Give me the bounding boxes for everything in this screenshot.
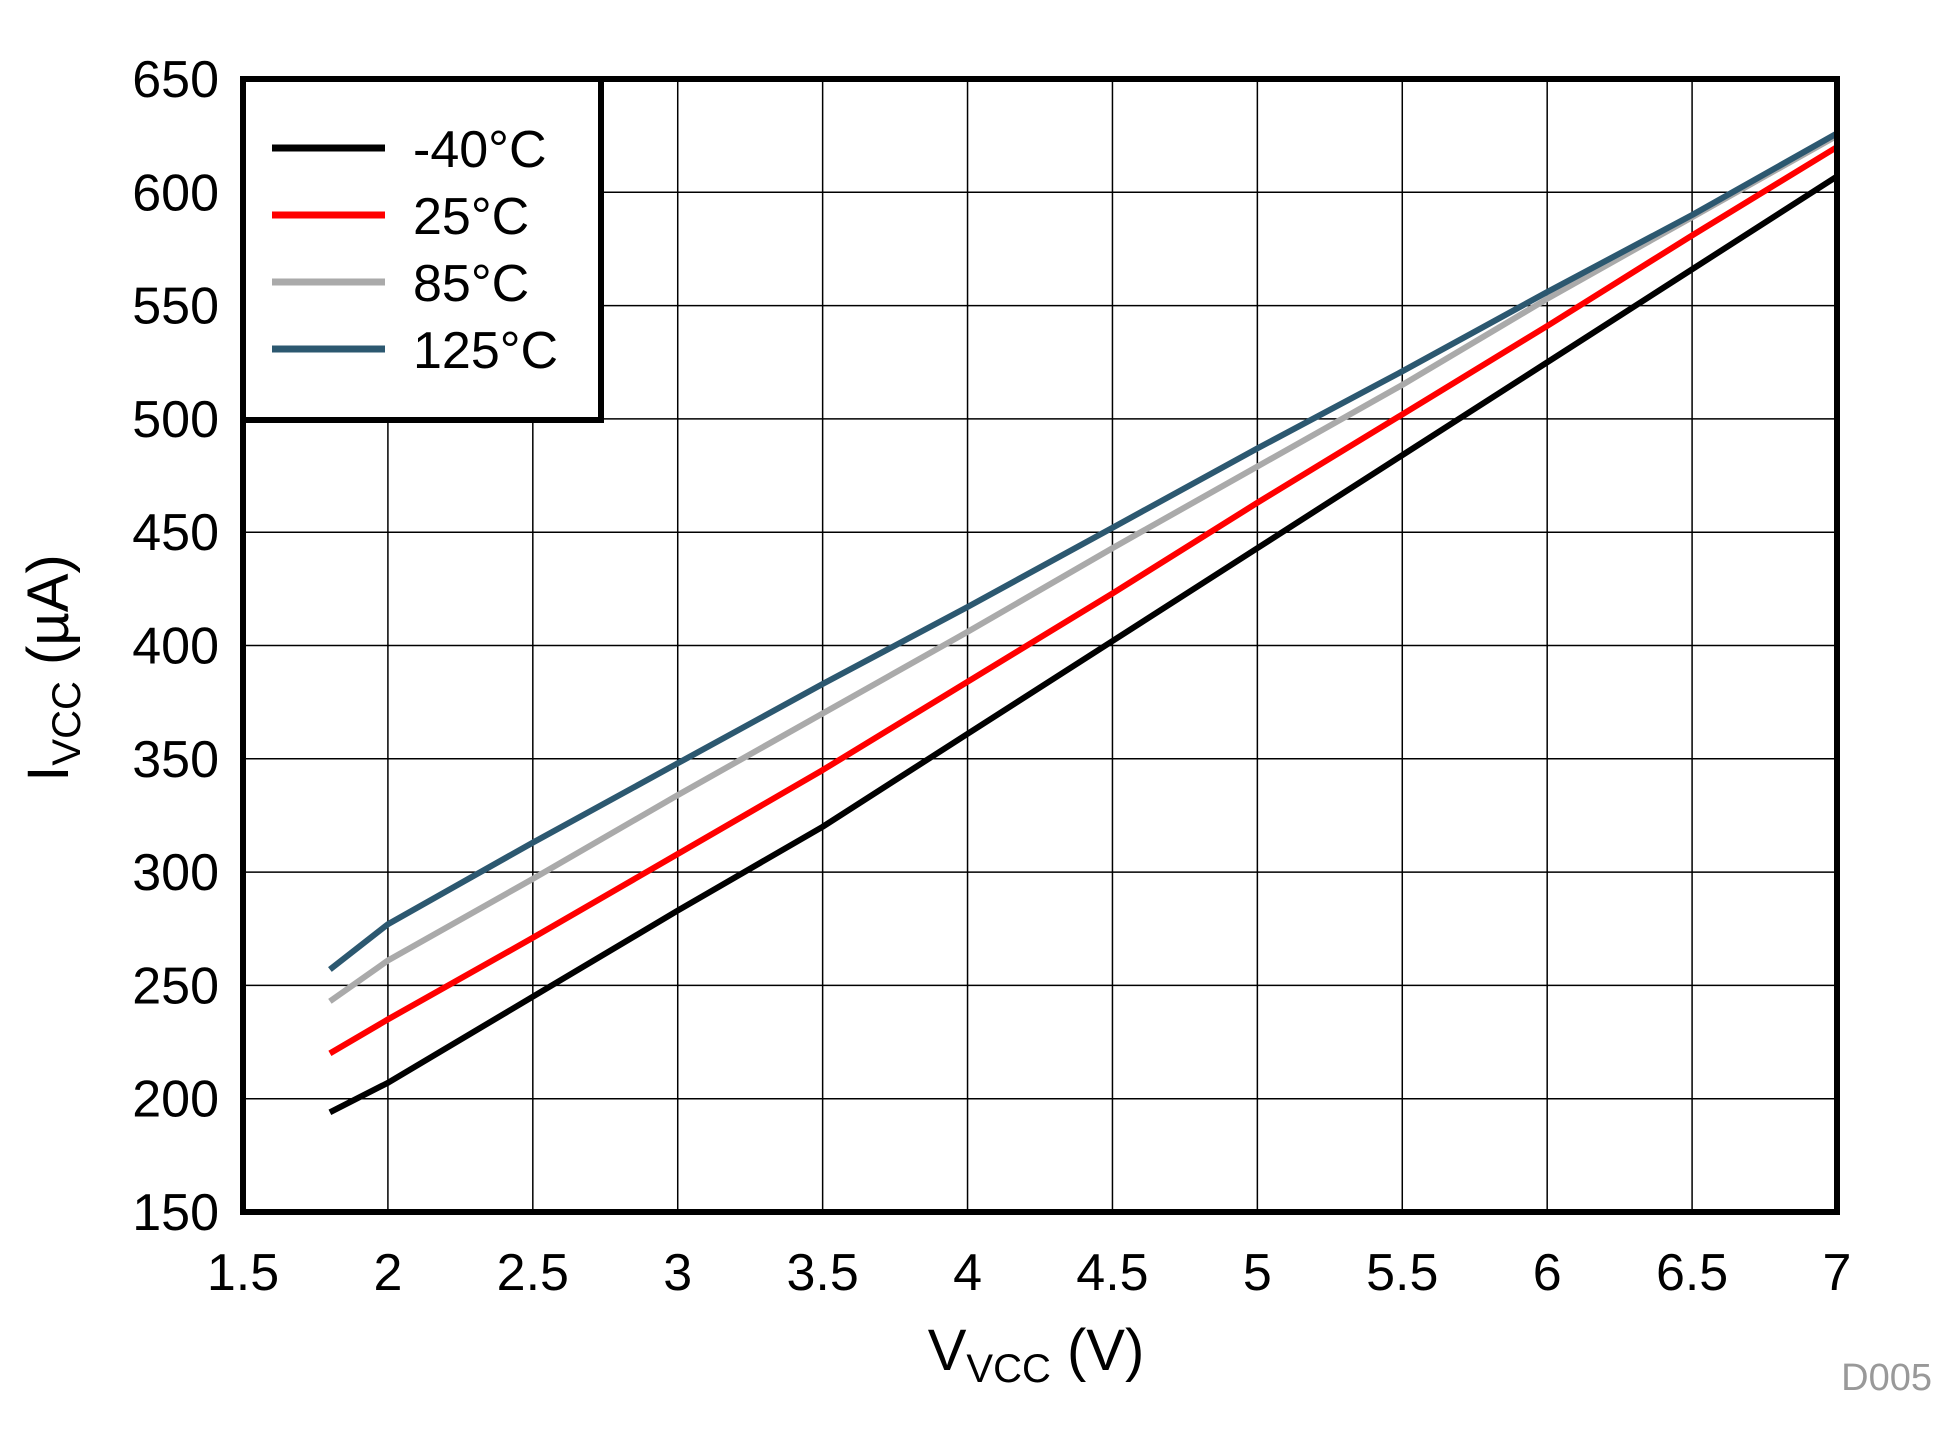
legend-label-0: -40°C xyxy=(413,121,547,179)
y-axis-title-main: I xyxy=(16,766,81,782)
x-tick-label: 1.5 xyxy=(207,1244,279,1302)
x-tick-label: 7 xyxy=(1823,1244,1852,1302)
x-axis-title-main: V xyxy=(928,1318,967,1383)
x-tick-label: 3 xyxy=(663,1244,692,1302)
x-tick-label: 5.5 xyxy=(1366,1244,1438,1302)
x-axis-title-sub: VCC xyxy=(966,1347,1050,1391)
y-axis-tick-labels: 150 200 250 300 350 400 450 500 550 600 650 xyxy=(132,51,219,1242)
x-tick-label: 4.5 xyxy=(1076,1244,1148,1302)
y-tick-label: 500 xyxy=(132,391,219,449)
plot-frame xyxy=(240,76,1840,1215)
series-line-1 xyxy=(328,144,1839,1056)
y-tick-label: 600 xyxy=(132,164,219,222)
y-tick-label: 200 xyxy=(132,1071,219,1129)
x-axis-title-unit: (V) xyxy=(1051,1318,1144,1383)
x-axis-tick-labels: 1.5 2 2.5 3 3.5 4 4.5 5 5.5 6 6.5 7 xyxy=(207,1244,1852,1302)
y-tick-label: 400 xyxy=(132,618,219,676)
y-tick-label: 250 xyxy=(132,957,219,1015)
legend-box xyxy=(240,76,604,423)
x-axis-title: VVCC (V) xyxy=(928,1318,1145,1391)
legend: -40°C 25°C 85°C 125°C xyxy=(240,76,604,423)
series-lines xyxy=(328,130,1839,1115)
y-axis-title: IVCC (µA) xyxy=(16,554,89,781)
y-axis-title-sub: VCC xyxy=(45,681,89,765)
series-line-0 xyxy=(328,173,1839,1115)
series-line-2 xyxy=(328,133,1839,1004)
y-tick-label: 150 xyxy=(132,1184,219,1242)
y-tick-label: 350 xyxy=(132,731,219,789)
x-tick-label: 3.5 xyxy=(786,1244,858,1302)
y-tick-label: 300 xyxy=(132,844,219,902)
y-tick-label: 550 xyxy=(132,278,219,336)
x-tick-label: 2 xyxy=(373,1244,402,1302)
legend-label-1: 25°C xyxy=(413,188,529,246)
x-tick-label: 6.5 xyxy=(1656,1244,1728,1302)
x-tick-label: 6 xyxy=(1533,1244,1562,1302)
x-tick-label: 2.5 xyxy=(497,1244,569,1302)
y-tick-label: 450 xyxy=(132,504,219,562)
x-tick-label: 5 xyxy=(1243,1244,1272,1302)
y-tick-label: 650 xyxy=(132,51,219,109)
legend-label-3: 125°C xyxy=(413,322,558,380)
figure-id-watermark: D005 xyxy=(1841,1357,1932,1399)
y-axis-title-unit: (µA) xyxy=(16,554,81,681)
legend-label-2: 85°C xyxy=(413,255,529,313)
x-tick-label: 4 xyxy=(953,1244,982,1302)
series-line-3 xyxy=(328,130,1839,972)
